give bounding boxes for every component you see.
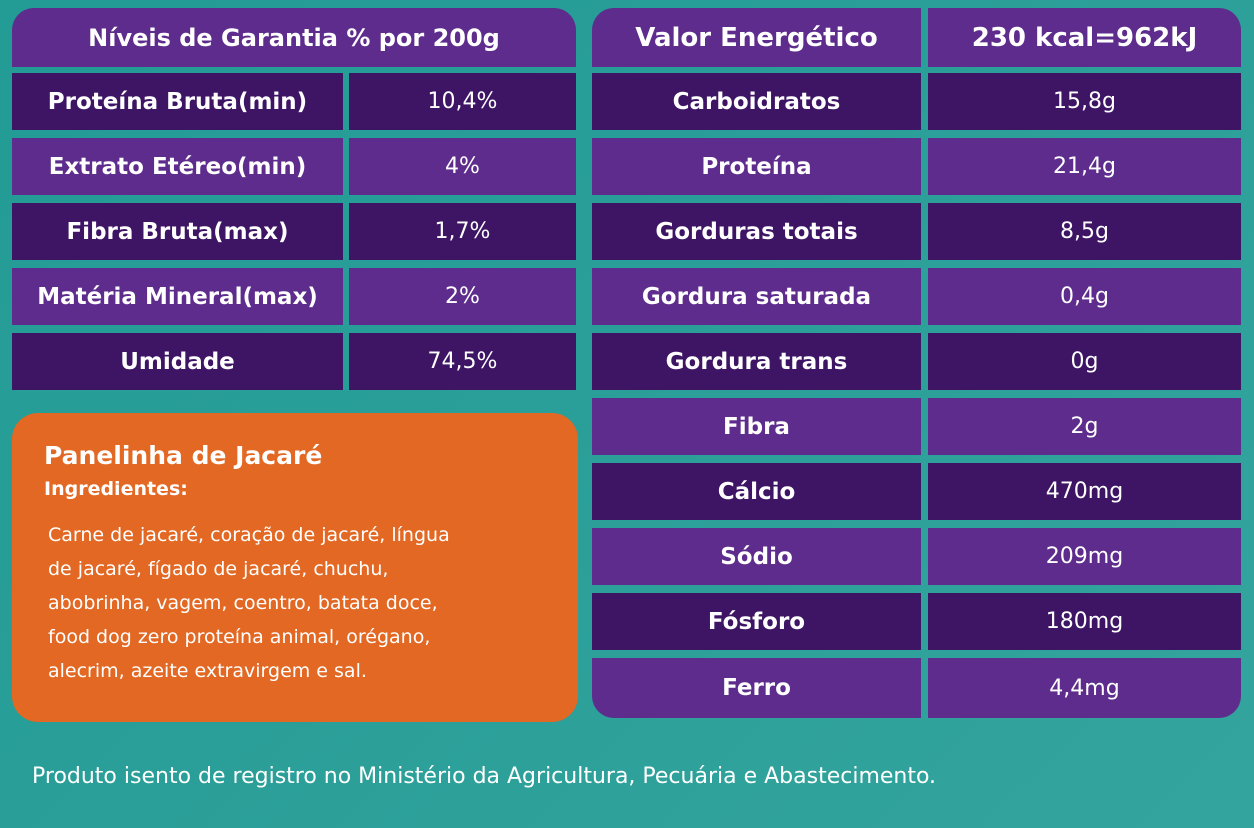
guarantee-label-1: Proteína Bruta(min): [12, 73, 343, 130]
guarantee-value-5: 74,5%: [349, 333, 576, 390]
energy-value-3: 8,5g: [928, 203, 1241, 260]
energy-value-1: 15,8g: [928, 73, 1241, 130]
energy-label-3: Gorduras totais: [592, 203, 921, 260]
guarantee-value-2: 4%: [349, 138, 576, 195]
registration-notice: Produto isento de registro no Ministério…: [32, 764, 937, 789]
energy-value-5: 0g: [928, 333, 1241, 390]
ingredients-line: abobrinha, vagem, coentro, batata doce,: [48, 592, 438, 614]
ingredients-list: Carne de jacaré, coração de jacaré, líng…: [48, 518, 546, 688]
energy-value-2: 21,4g: [928, 138, 1241, 195]
energy-label-6: Fibra: [592, 398, 921, 455]
energy-value-8: 209mg: [928, 528, 1241, 585]
guarantee-label-3: Fibra Bruta(max): [12, 203, 343, 260]
ingredients-line: Carne de jacaré, coração de jacaré, líng…: [48, 524, 450, 546]
energy-label-4: Gordura saturada: [592, 268, 921, 325]
ingredients-line: alecrim, azeite extravirgem e sal.: [48, 660, 367, 682]
energy-label-10: Ferro: [592, 658, 921, 718]
guarantee-label-4: Matéria Mineral(max): [12, 268, 343, 325]
guarantee-label-5: Umidade: [12, 333, 343, 390]
energy-value-7: 470mg: [928, 463, 1241, 520]
recipe-box: Panelinha de Jacaré Ingredientes: Carne …: [12, 413, 578, 722]
ingredients-line: de jacaré, fígado de jacaré, chuchu,: [48, 558, 389, 580]
guarantee-value-3: 1,7%: [349, 203, 576, 260]
guarantee-value-4: 2%: [349, 268, 576, 325]
guarantee-header: Níveis de Garantia % por 200g: [12, 8, 576, 67]
energy-label-1: Carboidratos: [592, 73, 921, 130]
energy-label-2: Proteína: [592, 138, 921, 195]
ingredients-label: Ingredientes:: [44, 478, 188, 500]
energy-value-4: 0,4g: [928, 268, 1241, 325]
energy-label-8: Sódio: [592, 528, 921, 585]
guarantee-value-1: 10,4%: [349, 73, 576, 130]
energy-label-7: Cálcio: [592, 463, 921, 520]
energy-label-9: Fósforo: [592, 593, 921, 650]
recipe-title: Panelinha de Jacaré: [44, 441, 323, 470]
ingredients-line: food dog zero proteína animal, orégano,: [48, 626, 431, 648]
energy-value-9: 180mg: [928, 593, 1241, 650]
energy-header-label: Valor Energético: [592, 8, 921, 67]
energy-value-10: 4,4mg: [928, 658, 1241, 718]
energy-value-6: 2g: [928, 398, 1241, 455]
guarantee-label-2: Extrato Etéreo(min): [12, 138, 343, 195]
energy-label-5: Gordura trans: [592, 333, 921, 390]
energy-header-value: 230 kcal=962kJ: [928, 8, 1241, 67]
